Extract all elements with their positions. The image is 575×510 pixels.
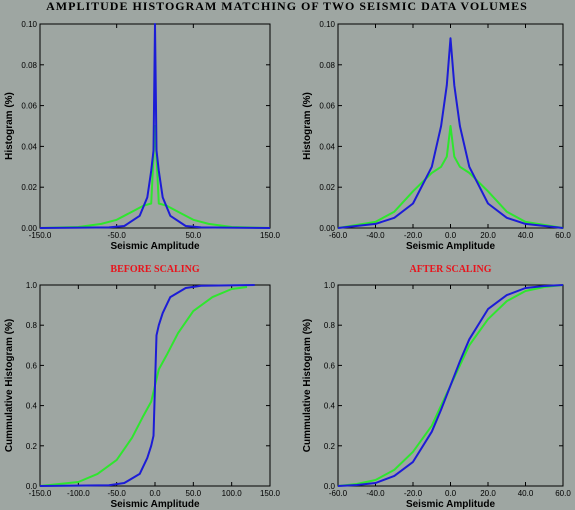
y-tick-label: 0.08: [21, 61, 37, 70]
series-line-blue: [337, 284, 564, 487]
chart-panel-1: 0.00 0.02 0.04 0.06 0.08 0.10 -150.0 -50.0 50.0 1…: [4, 20, 281, 252]
series-line-blue: [39, 23, 271, 229]
x-tick-label: -100.0: [67, 489, 90, 498]
x-tick-label: -20.0: [404, 489, 423, 498]
chart-subtitle: BEFORE SCALING: [110, 264, 199, 275]
x-tick-label: -60.0: [329, 231, 348, 240]
x-tick-label: 40.0: [518, 231, 534, 240]
series-line-blue: [337, 37, 564, 229]
y-axis-label: Histogram (%): [4, 92, 15, 160]
y-tick-label: 1.0: [26, 281, 38, 290]
x-tick-label: -50.0: [108, 231, 127, 240]
series-line-green: [337, 125, 564, 229]
y-tick-label: 0.0: [26, 482, 38, 491]
x-axis-label: Seismic Amplitude: [110, 499, 200, 510]
y-tick-label: 1.0: [324, 281, 336, 290]
figure-title: AMPLITUDE HISTOGRAM MATCHING OF TWO SEIS…: [46, 0, 528, 13]
chart-panel-2: 0.00 0.02 0.04 0.06 0.08 0.10 -60.0 -40.0 -20.0 0…: [302, 20, 571, 252]
y-tick-label: 0.6: [26, 361, 38, 370]
x-axis-label: Seismic Amplitude: [406, 241, 496, 252]
y-tick-label: 0.4: [26, 402, 38, 411]
x-tick-label: 100.0: [222, 489, 243, 498]
x-tick-label: 0.0: [445, 231, 457, 240]
y-tick-label: 0.8: [26, 321, 38, 330]
y-tick-label: 0.10: [21, 20, 37, 29]
x-tick-label: 20.0: [480, 489, 496, 498]
y-tick-label: 0.06: [319, 102, 335, 111]
series-line-green: [39, 125, 271, 229]
y-tick-label: 0.04: [319, 142, 335, 151]
y-tick-label: 0.00: [21, 224, 37, 233]
x-tick-label: 60.0: [555, 489, 571, 498]
x-tick-label: 60.0: [555, 231, 571, 240]
y-tick-label: 0.0: [324, 482, 336, 491]
y-tick-label: 0.2: [26, 442, 38, 451]
x-tick-label: -40.0: [366, 489, 385, 498]
series-line-blue: [39, 284, 255, 487]
x-tick-label: 40.0: [518, 489, 534, 498]
chart-panel-3: BEFORE SCALING 0.0 0.2 0.4 0.6 0.8 1.0 -150.0 -1…: [4, 264, 281, 510]
y-axis-label: Cummulative Histogram (%): [4, 319, 15, 452]
x-tick-label: -50.0: [108, 489, 127, 498]
y-tick-label: 0.4: [324, 402, 336, 411]
x-tick-label: 0.0: [149, 489, 161, 498]
y-tick-label: 0.00: [319, 224, 335, 233]
chart-subtitle: AFTER SCALING: [410, 264, 492, 275]
x-tick-label: 50.0: [186, 231, 202, 240]
x-axis-label: Seismic Amplitude: [406, 499, 496, 510]
x-tick-label: -40.0: [366, 231, 385, 240]
x-axis-label: Seismic Amplitude: [110, 241, 200, 252]
x-tick-label: 50.0: [186, 489, 202, 498]
y-tick-label: 0.04: [21, 142, 37, 151]
y-axis-label: Histogram (%): [302, 92, 313, 160]
x-tick-label: -150.0: [29, 231, 52, 240]
x-tick-label: 20.0: [480, 231, 496, 240]
x-tick-label: 150.0: [260, 489, 281, 498]
y-tick-label: 0.06: [21, 102, 37, 111]
series-line-green: [39, 286, 248, 487]
y-tick-label: 0.8: [324, 321, 336, 330]
y-tick-label: 0.6: [324, 361, 336, 370]
x-tick-label: -20.0: [404, 231, 423, 240]
y-axis-label: Cummulative Histogram (%): [302, 319, 313, 452]
y-tick-label: 0.10: [319, 20, 335, 29]
y-tick-label: 0.02: [319, 183, 335, 192]
x-tick-label: 0.0: [445, 489, 457, 498]
y-tick-label: 0.08: [319, 61, 335, 70]
y-tick-label: 0.02: [21, 183, 37, 192]
y-tick-label: 0.2: [324, 442, 336, 451]
x-tick-label: -60.0: [329, 489, 348, 498]
x-tick-label: -150.0: [29, 489, 52, 498]
chart-panel-4: AFTER SCALING 0.0 0.2 0.4 0.6 0.8 1.0 -60.0 -40.…: [302, 264, 571, 510]
x-tick-label: 150.0: [260, 231, 281, 240]
